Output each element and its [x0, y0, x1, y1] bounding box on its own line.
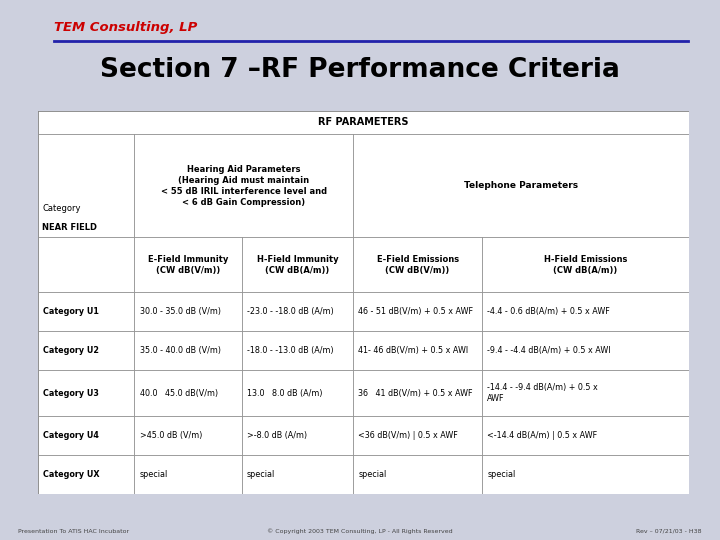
Bar [135, 455, 242, 494]
Bar [482, 370, 689, 416]
Text: special: special [487, 470, 516, 479]
Text: Category U4: Category U4 [43, 431, 99, 440]
Bar [242, 416, 354, 455]
Bar [354, 416, 482, 455]
Text: NEAR FIELD: NEAR FIELD [42, 222, 97, 232]
Text: <36 dB(V/m) | 0.5 x AWF: <36 dB(V/m) | 0.5 x AWF [359, 431, 458, 440]
Bar [354, 370, 482, 416]
Text: >45.0 dB (V/m): >45.0 dB (V/m) [140, 431, 202, 440]
Text: -4.4 - 0.6 dB(A/m) + 0.5 x AWF: -4.4 - 0.6 dB(A/m) + 0.5 x AWF [487, 307, 610, 316]
Text: 30.0 - 35.0 dB (V/m): 30.0 - 35.0 dB (V/m) [140, 307, 221, 316]
Bar [135, 134, 354, 238]
Text: -23.0 - -18.0 dB (A/m): -23.0 - -18.0 dB (A/m) [247, 307, 334, 316]
Text: E-Field Immunity
(CW dB(V/m)): E-Field Immunity (CW dB(V/m)) [148, 255, 228, 275]
Text: 35.0 - 40.0 dB (V/m): 35.0 - 40.0 dB (V/m) [140, 346, 221, 355]
Bar [38, 111, 689, 134]
Text: 13.0   8.0 dB (A/m): 13.0 8.0 dB (A/m) [247, 389, 323, 398]
Bar [354, 332, 482, 370]
Text: RF PARAMETERS: RF PARAMETERS [318, 117, 409, 127]
Bar [242, 455, 354, 494]
Bar [242, 292, 354, 332]
Bar [135, 416, 242, 455]
Text: 41- 46 dB(V/m) + 0.5 x AWI: 41- 46 dB(V/m) + 0.5 x AWI [359, 346, 469, 355]
Text: Category U3: Category U3 [43, 389, 99, 398]
Text: >-8.0 dB (A/m): >-8.0 dB (A/m) [247, 431, 307, 440]
Text: Hearing Aid Parameters
(Hearing Aid must maintain
< 55 dB IRIL interference leve: Hearing Aid Parameters (Hearing Aid must… [161, 165, 327, 207]
Text: special: special [140, 470, 168, 479]
Bar [38, 416, 135, 455]
Text: Category U2: Category U2 [43, 346, 99, 355]
Bar [38, 370, 135, 416]
Bar [135, 332, 242, 370]
Text: TEM Consulting, LP: TEM Consulting, LP [54, 21, 197, 35]
Text: 40.0   45.0 dB(V/m): 40.0 45.0 dB(V/m) [140, 389, 218, 398]
Text: Category: Category [42, 204, 81, 213]
Text: 46 - 51 dB(V/m) + 0.5 x AWF: 46 - 51 dB(V/m) + 0.5 x AWF [359, 307, 473, 316]
Text: Presentation To ATIS HAC Incubator: Presentation To ATIS HAC Incubator [18, 529, 129, 534]
Bar [135, 292, 242, 332]
Text: H-Field Emissions
(CW dB(A/m)): H-Field Emissions (CW dB(A/m)) [544, 255, 627, 275]
Bar [38, 455, 135, 494]
Text: H-Field Immunity
(CW dB(A/m)): H-Field Immunity (CW dB(A/m)) [257, 255, 338, 275]
Bar [135, 238, 242, 292]
Text: -14.4 - -9.4 dB(A/m) + 0.5 x
AWF: -14.4 - -9.4 dB(A/m) + 0.5 x AWF [487, 383, 598, 403]
Bar [354, 238, 482, 292]
Text: Telephone Parameters: Telephone Parameters [464, 181, 578, 190]
Bar [38, 134, 135, 238]
Bar [242, 370, 354, 416]
Bar [354, 292, 482, 332]
Text: Category UX: Category UX [43, 470, 100, 479]
Text: Rev – 07/21/03 - H38: Rev – 07/21/03 - H38 [636, 529, 702, 534]
Text: special: special [247, 470, 275, 479]
Bar [242, 238, 354, 292]
Text: special: special [359, 470, 387, 479]
Bar [354, 455, 482, 494]
Text: -18.0 - -13.0 dB (A/m): -18.0 - -13.0 dB (A/m) [247, 346, 333, 355]
Bar [38, 238, 135, 292]
Text: Category U1: Category U1 [43, 307, 99, 316]
Bar [482, 332, 689, 370]
Bar [135, 370, 242, 416]
Text: -9.4 - -4.4 dB(A/m) + 0.5 x AWI: -9.4 - -4.4 dB(A/m) + 0.5 x AWI [487, 346, 611, 355]
Text: E-Field Emissions
(CW dB(V/m)): E-Field Emissions (CW dB(V/m)) [377, 255, 459, 275]
Bar [482, 292, 689, 332]
Bar [482, 455, 689, 494]
Text: <-14.4 dB(A/m) | 0.5 x AWF: <-14.4 dB(A/m) | 0.5 x AWF [487, 431, 598, 440]
Bar [482, 416, 689, 455]
Text: 36   41 dB(V/m) + 0.5 x AWF: 36 41 dB(V/m) + 0.5 x AWF [359, 389, 473, 398]
Bar [38, 332, 135, 370]
Bar [482, 238, 689, 292]
Bar [38, 292, 135, 332]
Text: Section 7 –RF Performance Criteria: Section 7 –RF Performance Criteria [100, 57, 620, 83]
Text: © Copyright 2003 TEM Consulting, LP - All Rights Reserved: © Copyright 2003 TEM Consulting, LP - Al… [267, 528, 453, 534]
Bar [354, 134, 689, 238]
Bar [242, 332, 354, 370]
